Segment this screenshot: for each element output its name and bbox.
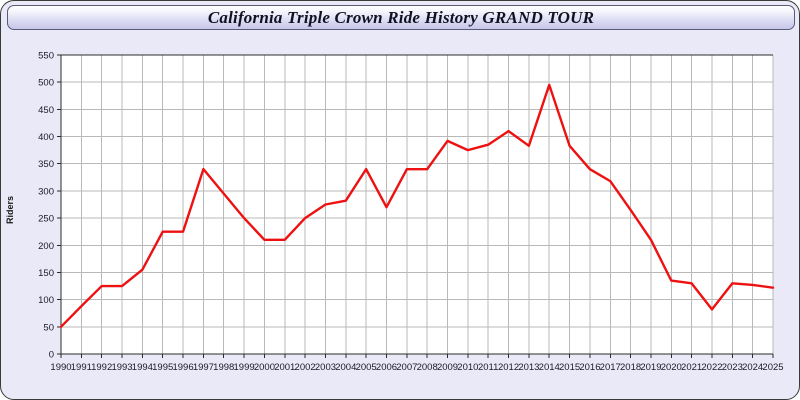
x-tick-label: 1998 — [213, 362, 234, 373]
x-tick-label: 2003 — [315, 362, 336, 373]
x-tick-label: 2020 — [661, 362, 682, 373]
x-tick-label: 2009 — [437, 362, 458, 373]
x-tick-label: 2016 — [579, 362, 600, 373]
x-tick-label: 1995 — [152, 362, 173, 373]
x-tick-label: 1994 — [132, 362, 153, 373]
x-tick-label: 2007 — [396, 362, 417, 373]
y-tick-label: 250 — [38, 214, 54, 225]
x-tick-label: 2012 — [498, 362, 519, 373]
x-tick-label: 2005 — [356, 362, 377, 373]
x-tick-label: 1993 — [111, 362, 132, 373]
x-tick-label: 2002 — [295, 362, 316, 373]
y-tick-label: 50 — [43, 322, 54, 333]
x-tick-label: 2021 — [681, 362, 702, 373]
x-tick-label: 2013 — [518, 362, 539, 373]
x-tick-label: 2017 — [600, 362, 621, 373]
y-tick-label: 400 — [38, 132, 54, 143]
x-tick-label: 1992 — [91, 362, 112, 373]
x-tick-label: 2022 — [701, 362, 722, 373]
x-tick-label: 2014 — [539, 362, 560, 373]
x-tick-label: 1999 — [234, 362, 255, 373]
x-tick-label: 2019 — [640, 362, 661, 373]
y-tick-label: 450 — [38, 105, 54, 116]
page-title: California Triple Crown Ride History GRA… — [207, 7, 595, 27]
x-tick-label: 2011 — [478, 362, 498, 373]
x-tick-label: 2023 — [722, 362, 743, 373]
x-tick-label: 2024 — [742, 362, 763, 373]
x-tick-label: 1991 — [71, 362, 92, 373]
x-tick-label: 2008 — [417, 362, 438, 373]
x-tick-label: 2010 — [457, 362, 478, 373]
x-tick-label: 2004 — [335, 362, 356, 373]
x-tick-label: 2015 — [559, 362, 580, 373]
y-tick-label: 0 — [49, 350, 54, 361]
y-tick-label: 550 — [38, 51, 54, 62]
title-bar: California Triple Crown Ride History GRA… — [7, 5, 795, 30]
plot-background — [61, 55, 773, 354]
x-tick-label: 2006 — [376, 362, 397, 373]
y-tick-label: 200 — [38, 241, 54, 252]
y-tick-label: 500 — [38, 78, 54, 89]
x-tick-label: 1996 — [172, 362, 193, 373]
x-tick-label: 1997 — [193, 362, 214, 373]
x-tick-label: 1990 — [50, 362, 71, 373]
series-line-riders — [59, 83, 775, 329]
y-tick-label: 350 — [38, 159, 54, 170]
plot-area-container: Riders 0 50 100 150 200 250 300 350 400 450 500 550… — [1, 34, 799, 399]
x-tick-label: 2018 — [620, 362, 641, 373]
y-tick-label: 100 — [38, 295, 54, 306]
x-tick-label: 2025 — [762, 362, 783, 373]
y-tick-label: 150 — [38, 268, 54, 279]
y-tick-label: 300 — [38, 186, 54, 197]
x-tick-label: 2000 — [254, 362, 275, 373]
x-tick-label: 2001 — [274, 362, 295, 373]
